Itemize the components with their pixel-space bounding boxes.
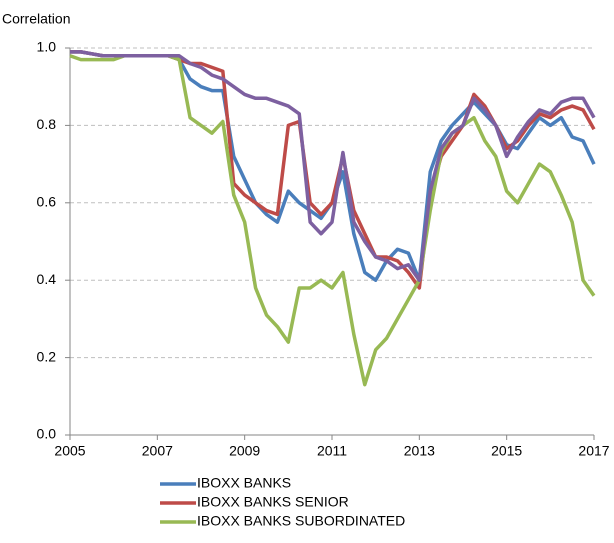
x-tick-label: 2007 xyxy=(142,443,173,459)
x-tick-label: 2005 xyxy=(54,443,85,459)
x-tick-label: 2015 xyxy=(491,443,522,459)
legend-label: IBOXX BANKS SENIOR xyxy=(197,494,349,510)
y-tick-label: 0.0 xyxy=(37,426,57,442)
y-tick-label: 0.8 xyxy=(37,116,57,132)
legend-label: IBOXX BANKS xyxy=(197,475,291,491)
y-tick-label: 0.4 xyxy=(37,271,57,287)
line-series xyxy=(70,50,596,282)
x-tick-label: 2009 xyxy=(229,443,260,459)
y-tick-label: 0.2 xyxy=(37,348,57,364)
line-series xyxy=(70,50,596,290)
legend-label: IBOXX BANKS SUBORDINATED xyxy=(197,513,405,529)
y-tick-label: 1.0 xyxy=(37,39,57,55)
x-tick-label: 2017 xyxy=(578,443,609,459)
y-tick-label: 0.6 xyxy=(37,194,57,210)
x-tick-label: 2011 xyxy=(317,443,347,459)
line-series xyxy=(70,50,596,282)
y-axis-label: Correlation xyxy=(2,11,70,27)
x-tick-label: 2013 xyxy=(404,443,435,459)
